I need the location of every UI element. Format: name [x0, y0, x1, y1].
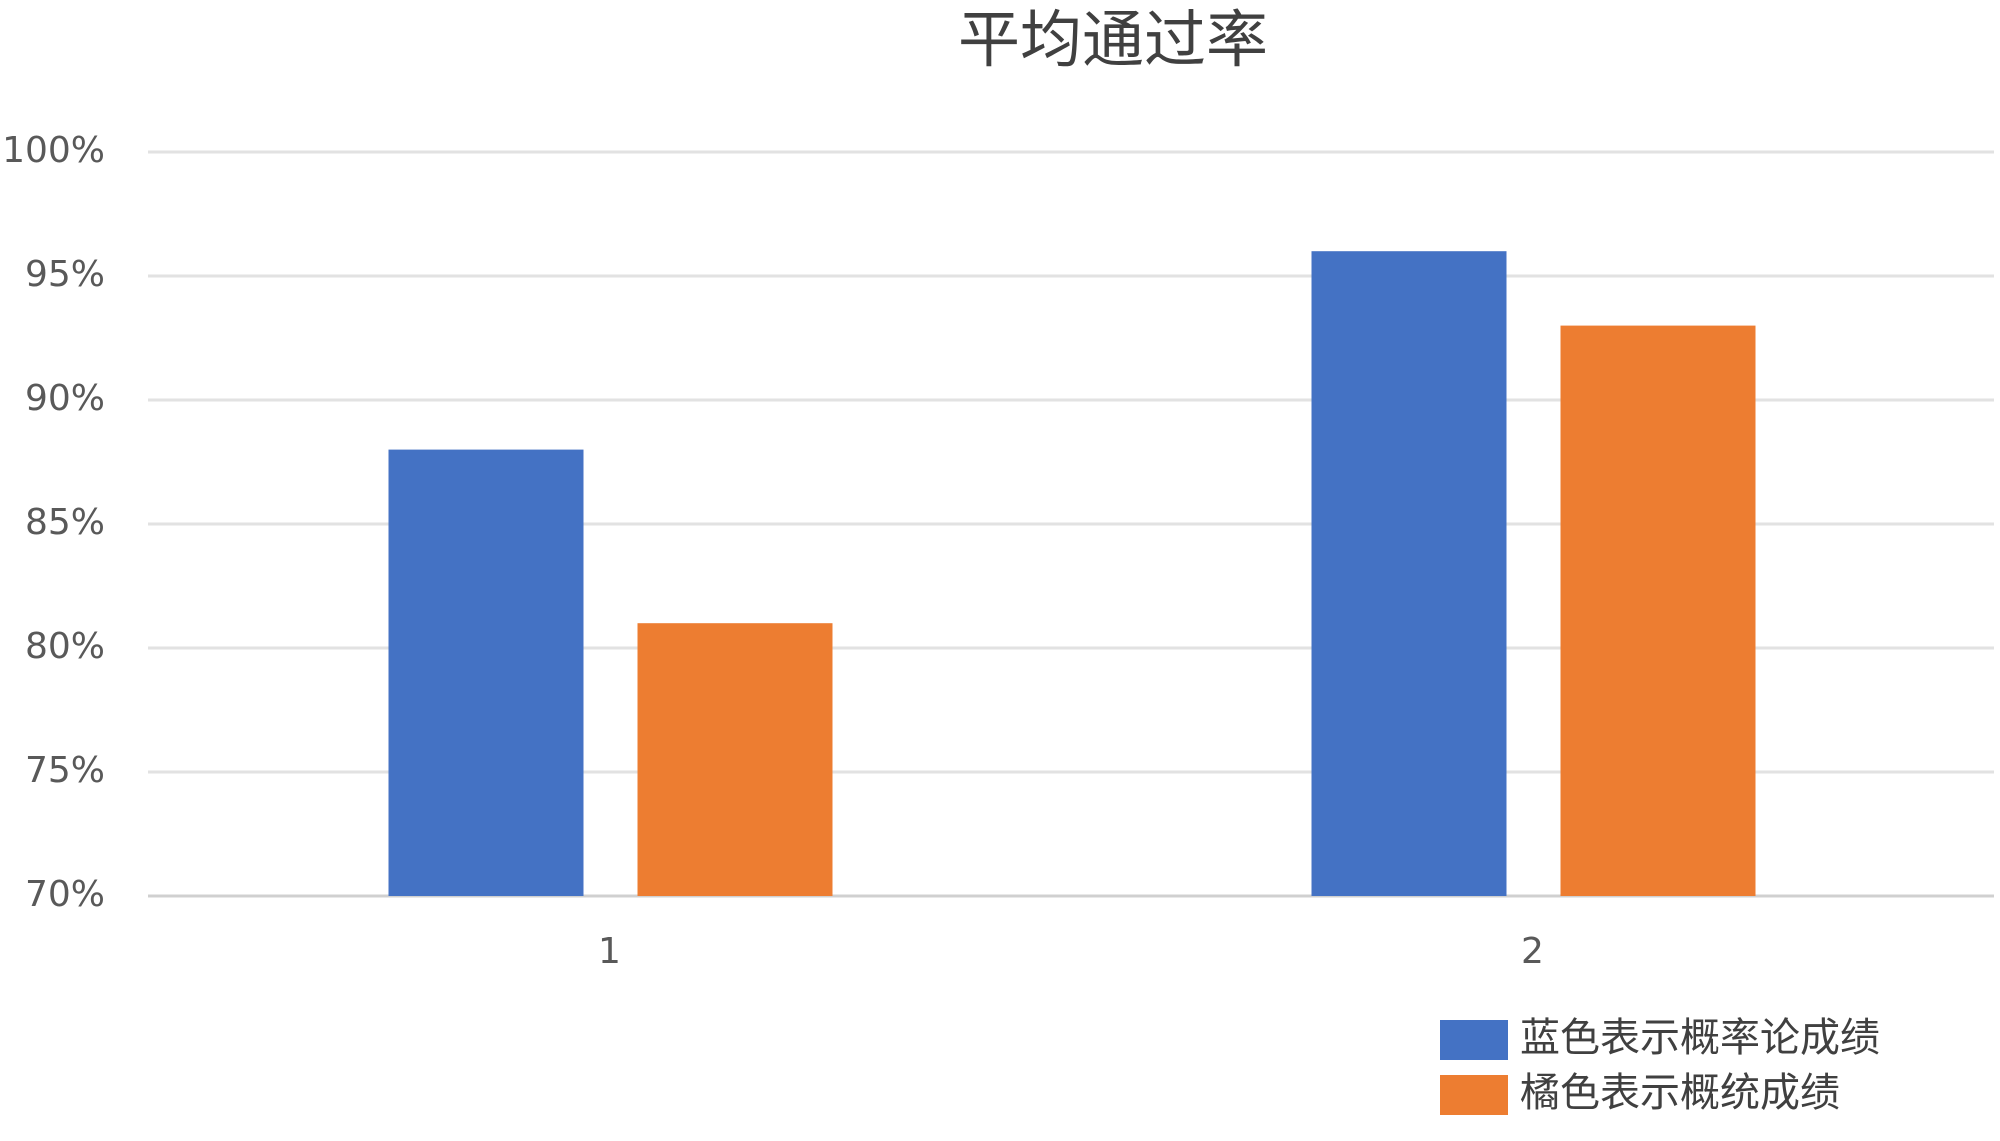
legend-swatch	[1440, 1020, 1508, 1060]
y-tick-label: 80%	[25, 626, 105, 667]
y-tick-label: 90%	[25, 378, 105, 419]
legend-label: 蓝色表示概率论成绩	[1520, 1015, 1880, 1061]
legend-swatch	[1440, 1075, 1508, 1115]
bar	[388, 449, 584, 896]
y-tick-label: 70%	[25, 874, 105, 915]
y-tick-label: 85%	[25, 502, 105, 543]
bar	[1560, 325, 1756, 897]
y-tick-label: 75%	[25, 750, 105, 791]
x-tick-label: 1	[598, 931, 621, 972]
y-tick-label: 95%	[25, 254, 105, 295]
legend-label: 橘色表示概统成绩	[1520, 1070, 1840, 1116]
bar	[1311, 251, 1507, 896]
x-tick-label: 2	[1521, 931, 1544, 972]
chart-title: 平均通过率	[958, 3, 1268, 76]
bar	[637, 623, 833, 896]
y-tick-label: 100%	[2, 130, 105, 171]
